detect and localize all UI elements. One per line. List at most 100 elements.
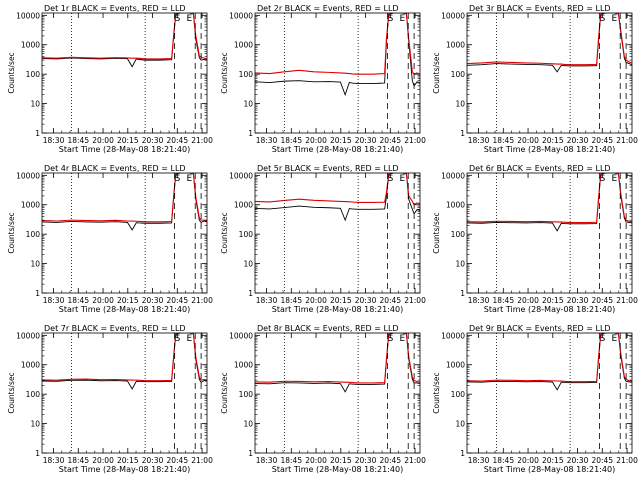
series-line-events (255, 13, 420, 97)
y-tick-label: 10 (243, 420, 253, 429)
y-tick-label: 10000 (16, 171, 40, 180)
x-tick-label: 20:45 (379, 136, 401, 145)
x-tick-label: 20:00 (305, 136, 327, 145)
x-tick-label: 21:00 (191, 456, 213, 465)
y-tick-label: 100 (26, 70, 41, 79)
y-tick-label: 1000 (21, 201, 40, 210)
x-tick-label: 18:45 (492, 296, 514, 305)
y-tick-label: 10 (243, 260, 253, 269)
x-tick-label: 20:45 (379, 296, 401, 305)
x-tick-label: 20:15 (117, 136, 139, 145)
x-tick-label: 21:00 (616, 136, 638, 145)
y-tick-label: 10 (30, 260, 40, 269)
y-tick-label: 1000 (21, 41, 40, 50)
y-tick-label: 10 (30, 100, 40, 109)
x-tick-label: 20:15 (117, 456, 139, 465)
y-tick-label: 1 (248, 129, 253, 138)
marker-label-e: E (611, 334, 617, 344)
x-axis-label: Start Time (28-May-08 18:21:40) (484, 145, 615, 154)
x-axis-label: Start Time (28-May-08 18:21:40) (272, 465, 403, 474)
series-line-events (467, 333, 632, 391)
x-tick-label: 20:00 (517, 456, 539, 465)
x-tick-label: 21:00 (191, 136, 213, 145)
y-tick-label: 10 (455, 260, 465, 269)
x-tick-label: 18:45 (67, 136, 89, 145)
marker-label-e: E (186, 334, 192, 344)
x-tick-label: 20:00 (517, 296, 539, 305)
y-tick-label: 10 (243, 100, 253, 109)
y-tick-label: 10 (30, 420, 40, 429)
marker-label-s: S (388, 334, 394, 344)
series-line-events (42, 13, 207, 68)
series-line-lld (255, 333, 420, 384)
x-tick-label: 18:30 (256, 136, 278, 145)
y-axis-label: Counts/sec (220, 52, 229, 93)
y-tick-label: 10 (455, 420, 465, 429)
x-axis-label: Start Time (28-May-08 18:21:40) (272, 145, 403, 154)
y-tick-label: 10000 (229, 11, 253, 20)
plot-frame (254, 172, 421, 294)
marker-label-s: S (175, 334, 181, 344)
y-tick-label: 1 (35, 129, 40, 138)
y-axis-label: Counts/sec (220, 212, 229, 253)
plot-frame (254, 332, 421, 454)
x-tick-label: 18:45 (280, 136, 302, 145)
x-tick-label: 20:00 (92, 136, 114, 145)
x-tick-label: 21:00 (191, 296, 213, 305)
plot-frame (466, 332, 633, 454)
x-tick-label: 20:30 (142, 456, 164, 465)
series-line-lld (255, 13, 420, 75)
y-tick-label: 10 (455, 100, 465, 109)
y-tick-label: 1000 (234, 41, 253, 50)
y-tick-label: 10000 (16, 11, 40, 20)
x-tick-label: 20:45 (166, 296, 188, 305)
x-tick-label: 18:30 (43, 136, 65, 145)
y-tick-label: 100 (239, 70, 254, 79)
x-tick-label: 20:30 (355, 136, 377, 145)
plot-frame (41, 12, 208, 134)
series-line-events (467, 13, 632, 73)
series-line-lld (42, 173, 207, 223)
marker-label-s: S (175, 174, 181, 184)
x-tick-label: 20:30 (355, 296, 377, 305)
x-tick-label: 20:30 (355, 456, 377, 465)
chart-title: Det 7r BLACK = Events, RED = LLD (44, 324, 186, 333)
x-tick-label: 18:45 (280, 296, 302, 305)
series-line-lld (42, 13, 207, 60)
x-tick-label: 18:30 (468, 456, 490, 465)
x-tick-label: 20:15 (330, 296, 352, 305)
y-tick-label: 1 (248, 289, 253, 298)
x-tick-label: 20:00 (305, 456, 327, 465)
y-tick-label: 1 (35, 449, 40, 458)
x-tick-label: 20:15 (330, 136, 352, 145)
x-axis-label: Start Time (28-May-08 18:21:40) (484, 305, 615, 314)
y-tick-label: 1000 (446, 201, 465, 210)
marker-label-s: S (388, 14, 394, 24)
y-tick-label: 100 (26, 230, 41, 239)
y-axis-label: Counts/sec (432, 52, 441, 93)
y-tick-label: 10000 (229, 331, 253, 340)
x-tick-label: 20:45 (591, 136, 613, 145)
chart-title: Det 6r BLACK = Events, RED = LLD (469, 164, 611, 173)
x-tick-label: 20:00 (92, 296, 114, 305)
y-tick-label: 1 (460, 449, 465, 458)
x-tick-label: 21:00 (616, 296, 638, 305)
marker-label-e: E (611, 14, 617, 24)
x-tick-label: 18:45 (67, 296, 89, 305)
x-tick-label: 20:45 (166, 456, 188, 465)
x-tick-label: 21:00 (404, 296, 426, 305)
series-line-lld (467, 333, 632, 383)
y-tick-label: 100 (451, 230, 466, 239)
plot-frame (254, 12, 421, 134)
y-axis-label: Counts/sec (432, 372, 441, 413)
x-tick-label: 20:45 (591, 456, 613, 465)
chart-title: Det 4r BLACK = Events, RED = LLD (44, 164, 186, 173)
x-tick-label: 18:30 (256, 456, 278, 465)
x-tick-label: 18:30 (468, 136, 490, 145)
marker-label-e: E (186, 174, 192, 184)
